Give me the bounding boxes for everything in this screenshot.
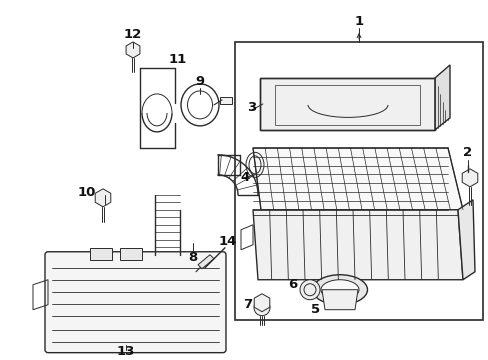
Polygon shape <box>252 210 462 280</box>
Polygon shape <box>434 65 449 130</box>
Polygon shape <box>252 148 462 210</box>
Ellipse shape <box>320 280 358 300</box>
Text: 2: 2 <box>463 147 471 159</box>
Polygon shape <box>321 290 357 310</box>
Text: 3: 3 <box>247 102 256 114</box>
Ellipse shape <box>312 275 367 305</box>
Text: 7: 7 <box>243 298 252 311</box>
Text: 6: 6 <box>288 278 297 291</box>
Text: 4: 4 <box>240 171 249 184</box>
Text: 1: 1 <box>354 15 363 28</box>
Text: 11: 11 <box>168 53 187 67</box>
Text: 14: 14 <box>218 235 237 248</box>
FancyBboxPatch shape <box>45 252 225 353</box>
Text: 12: 12 <box>123 28 142 41</box>
Text: 13: 13 <box>117 345 135 358</box>
Polygon shape <box>198 255 214 269</box>
Circle shape <box>253 300 269 316</box>
Text: 8: 8 <box>188 251 197 264</box>
Polygon shape <box>457 200 474 280</box>
Bar <box>120 248 142 260</box>
Bar <box>220 97 231 104</box>
Text: 10: 10 <box>78 186 96 199</box>
Text: 9: 9 <box>195 76 204 89</box>
Bar <box>90 248 112 260</box>
Polygon shape <box>260 78 434 130</box>
Text: 5: 5 <box>311 303 320 316</box>
Circle shape <box>299 280 319 300</box>
Bar <box>235 42 482 320</box>
